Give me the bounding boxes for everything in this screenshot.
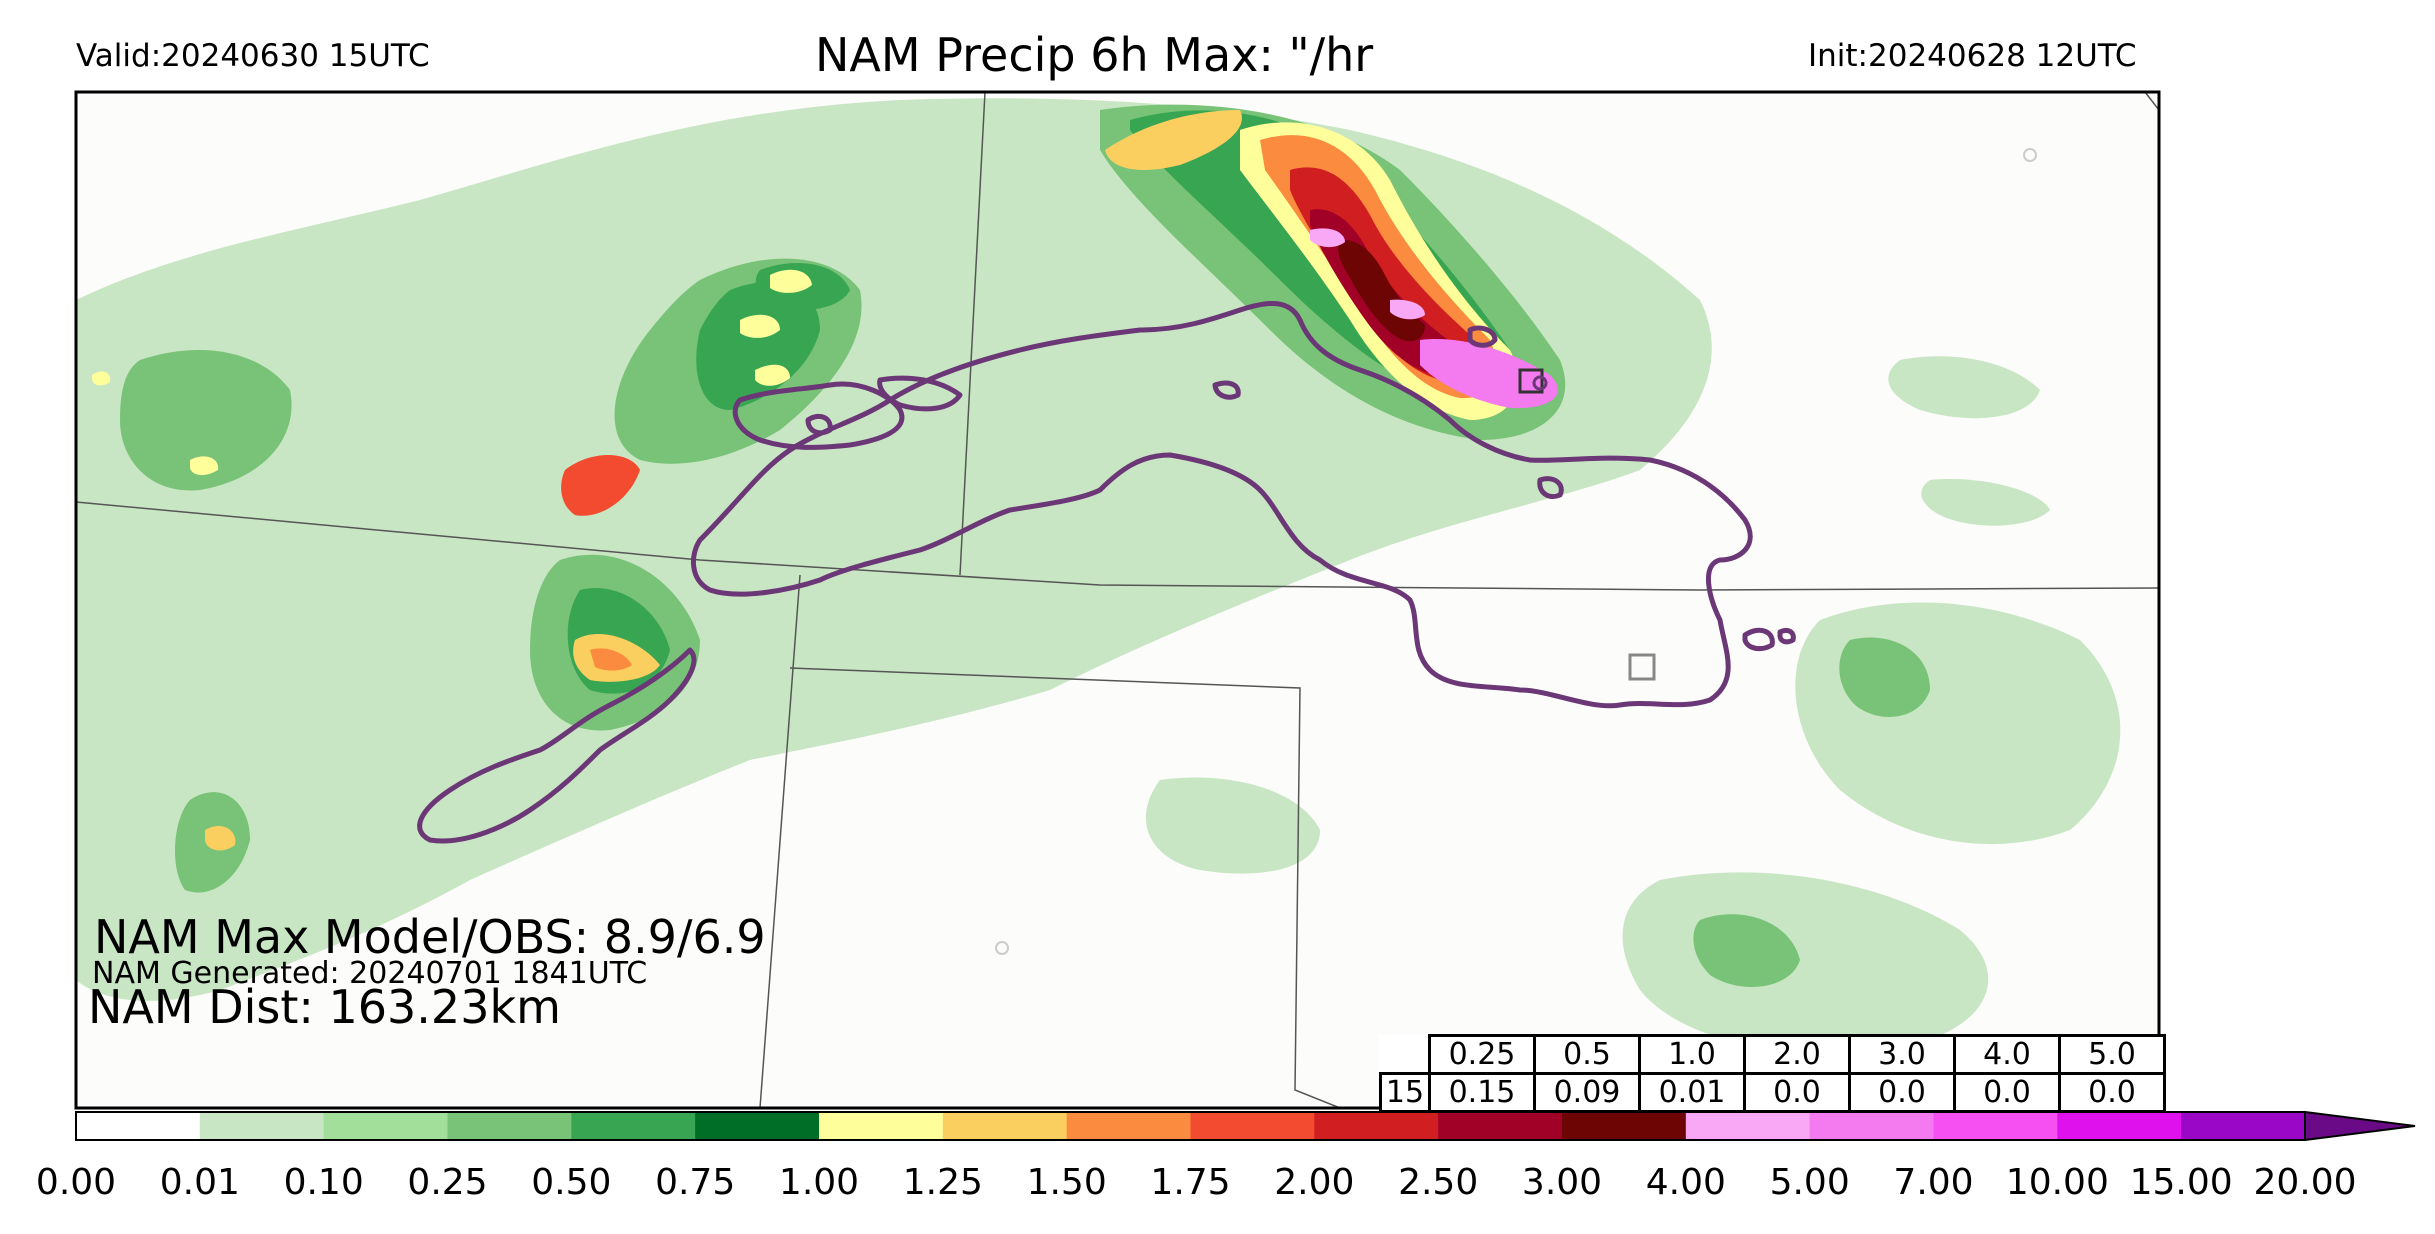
colorbar-tick-label: 15.00 — [2129, 1162, 2233, 1203]
threshold-cell: 5.0 — [2058, 1034, 2166, 1075]
colorbar-tick-label: 0.10 — [283, 1162, 364, 1203]
observed-contour — [417, 300, 1796, 844]
value-row: 15 0.15 0.09 0.01 0.0 0.0 0.0 0.0 — [1379, 1072, 2166, 1113]
colorbar-frame — [75, 1111, 2306, 1141]
threshold-row: 0.25 0.5 1.0 2.0 3.0 4.0 5.0 — [1381, 1034, 2166, 1075]
colorbar-segment — [1190, 1112, 1315, 1140]
colorbar-tick-label: 7.00 — [1893, 1162, 1974, 1203]
colorbar-tick-label: 0.25 — [407, 1162, 488, 1203]
colorbar-tick-label: 3.00 — [1521, 1162, 1603, 1203]
colorbar-segment — [695, 1112, 820, 1140]
distance-label: NAM Dist: 163.23km — [88, 980, 561, 1034]
state-boundaries — [76, 92, 2159, 1108]
colorbar-segment — [1933, 1112, 2058, 1140]
init-time-label: Init:20240628 12UTC — [1808, 38, 2137, 74]
colorbar-segment — [323, 1112, 448, 1140]
map-title: NAM Precip 6h Max: "/hr — [815, 28, 1374, 82]
value-cell: 0.15 — [1428, 1072, 1536, 1113]
colorbar-tick-label: 0.75 — [655, 1162, 736, 1203]
value-cell: 0.0 — [1953, 1072, 2061, 1113]
colorbar-segment — [1809, 1112, 1934, 1140]
map-frame — [74, 90, 2161, 1110]
value-cell: 0.0 — [2058, 1072, 2166, 1113]
colorbar-extend-arrow — [2304, 1110, 2416, 1142]
colorbar-tick-label: 10.00 — [2005, 1162, 2109, 1203]
city-marker — [2023, 148, 2037, 162]
threshold-cell: 4.0 — [1953, 1034, 2061, 1075]
valid-time-label: Valid:20240630 15UTC — [76, 38, 430, 74]
colorbar-tick-label: 2.00 — [1274, 1162, 1355, 1203]
precip-heavy-band — [1105, 110, 1558, 420]
colorbar-tick-label: 1.50 — [1026, 1162, 1107, 1203]
colorbar-segment — [1685, 1112, 1811, 1140]
threshold-table: 0.25 0.5 1.0 2.0 3.0 4.0 5.0 15 0.15 0.0… — [1379, 1034, 2166, 1113]
colorbar-segment — [2057, 1112, 2182, 1140]
colorbar-segment — [1314, 1112, 1439, 1140]
colorbar-segment — [1438, 1112, 1563, 1140]
threshold-cell: 2.0 — [1743, 1034, 1851, 1075]
threshold-cell: 3.0 — [1848, 1034, 1956, 1075]
colorbar-segment — [2181, 1112, 2306, 1140]
generated-time-label: NAM Generated: 20240701 1841UTC — [92, 956, 648, 991]
colorbar-segment — [76, 1112, 201, 1140]
value-cell: 0.09 — [1533, 1072, 1641, 1113]
colorbar-tick-label: 4.00 — [1645, 1162, 1726, 1203]
value-cell: 0.01 — [1638, 1072, 1746, 1113]
colorbar-tick-label: 1.75 — [1150, 1162, 1231, 1203]
threshold-cell: 0.25 — [1428, 1034, 1536, 1075]
obs-max-marker — [1628, 653, 1656, 681]
row-label-cell: 15 — [1379, 1072, 1431, 1113]
colorbar-segment — [447, 1112, 572, 1140]
colorbar-segment — [942, 1112, 1068, 1140]
colorbar-tick-label: 20.00 — [2253, 1162, 2357, 1203]
threshold-cell: 0.5 — [1533, 1034, 1641, 1075]
max-model-obs-label: NAM Max Model/OBS: 8.9/6.9 — [94, 910, 766, 964]
colorbar-tick-label: 1.00 — [778, 1162, 860, 1203]
value-cell: 0.0 — [1743, 1072, 1851, 1113]
colorbar-tick-label: 0.01 — [159, 1162, 240, 1203]
colorbar-segment — [819, 1112, 944, 1140]
obs-point-marker — [1532, 375, 1548, 391]
city-marker — [995, 941, 1009, 955]
colorbar-segment — [571, 1112, 696, 1140]
colorbar — [75, 1110, 2416, 1142]
colorbar-segment — [199, 1112, 325, 1140]
colorbar-segment — [1066, 1112, 1191, 1140]
table-corner — [1381, 1036, 1430, 1074]
precip-small-cells — [92, 269, 812, 851]
colorbar-tick-label: 0.00 — [35, 1162, 117, 1203]
colorbar-tick-label: 2.50 — [1398, 1162, 1479, 1203]
model-max-marker — [1518, 368, 1544, 394]
colorbar-segment — [1562, 1112, 1687, 1140]
colorbar-tick-label: 1.25 — [902, 1162, 983, 1203]
value-cell: 0.0 — [1848, 1072, 1956, 1113]
colorbar-tick-label: 5.00 — [1769, 1162, 1850, 1203]
threshold-cell: 1.0 — [1638, 1034, 1746, 1075]
colorbar-tick-label: 0.50 — [531, 1162, 612, 1203]
